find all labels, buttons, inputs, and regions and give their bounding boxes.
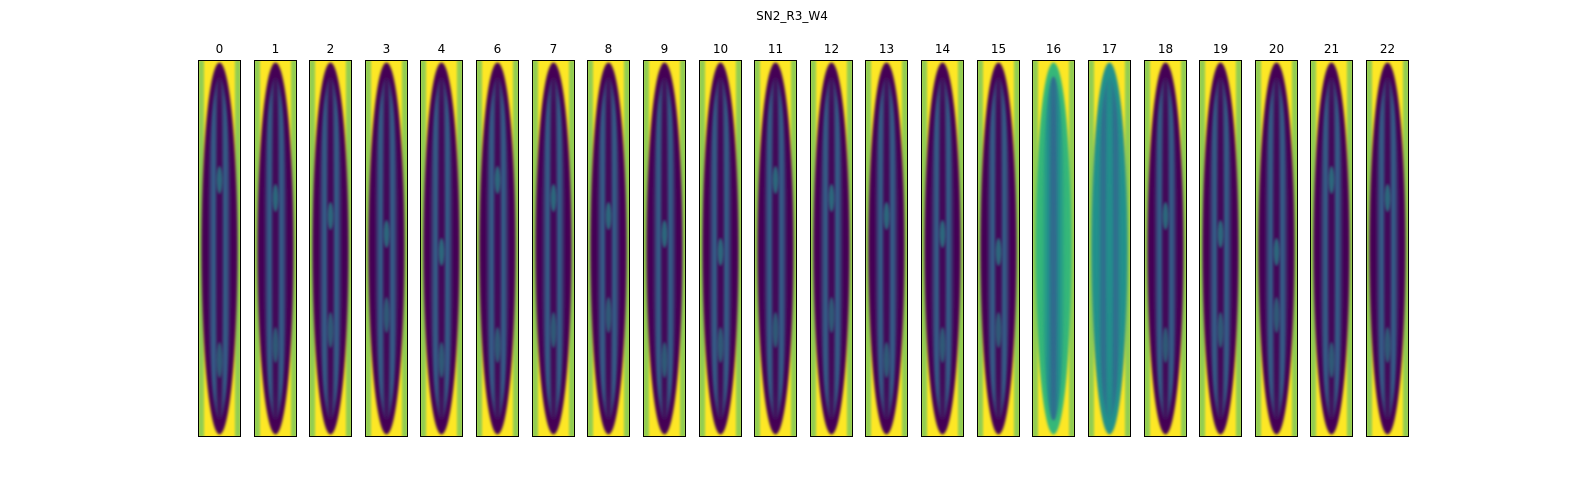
panel-frame — [699, 60, 742, 437]
panel-label: 7 — [522, 42, 585, 56]
panel-label: 6 — [466, 42, 529, 56]
panel-frame — [1032, 60, 1075, 437]
panel-label: 14 — [911, 42, 974, 56]
panel-frame — [1366, 60, 1409, 437]
panel-label: 0 — [188, 42, 251, 56]
image-panel: 14 — [921, 60, 964, 437]
image-panel: 11 — [754, 60, 797, 437]
image-panel: 8 — [587, 60, 630, 437]
image-panel: 7 — [532, 60, 575, 437]
image-panel: 16 — [1032, 60, 1075, 437]
image-panel: 3 — [365, 60, 408, 437]
panel-label: 4 — [410, 42, 473, 56]
image-panel: 20 — [1255, 60, 1298, 437]
image-panel: 4 — [420, 60, 463, 437]
panel-frame — [810, 60, 853, 437]
panel-frame — [587, 60, 630, 437]
image-panel: 15 — [977, 60, 1020, 437]
panel-label: 8 — [577, 42, 640, 56]
panel-frame — [365, 60, 408, 437]
panel-frame — [865, 60, 908, 437]
panel-frame — [977, 60, 1020, 437]
panel-label: 2 — [299, 42, 362, 56]
panel-label: 11 — [744, 42, 807, 56]
panel-label: 19 — [1189, 42, 1252, 56]
image-panel: 22 — [1366, 60, 1409, 437]
panel-label: 15 — [967, 42, 1030, 56]
panel-label: 10 — [689, 42, 752, 56]
panel-label: 18 — [1134, 42, 1197, 56]
panel-frame — [254, 60, 297, 437]
panel-frame — [1255, 60, 1298, 437]
panel-frame — [309, 60, 352, 437]
panel-frame — [1088, 60, 1131, 437]
panel-frame — [1144, 60, 1187, 437]
panel-label: 9 — [633, 42, 696, 56]
image-panel: 13 — [865, 60, 908, 437]
panel-frame — [198, 60, 241, 437]
image-panel: 10 — [699, 60, 742, 437]
panel-frame — [476, 60, 519, 437]
panel-frame — [420, 60, 463, 437]
image-panel: 19 — [1199, 60, 1242, 437]
image-panel: 21 — [1310, 60, 1353, 437]
panel-frame — [1310, 60, 1353, 437]
panel-frame — [754, 60, 797, 437]
image-panel: 2 — [309, 60, 352, 437]
panel-label: 13 — [855, 42, 918, 56]
image-panel: 6 — [476, 60, 519, 437]
image-panel: 12 — [810, 60, 853, 437]
panel-label: 3 — [355, 42, 418, 56]
image-panel: 17 — [1088, 60, 1131, 437]
image-panel: 1 — [254, 60, 297, 437]
panel-label: 1 — [244, 42, 307, 56]
panel-frame — [643, 60, 686, 437]
panel-label: 16 — [1022, 42, 1085, 56]
panel-label: 21 — [1300, 42, 1363, 56]
panel-label: 17 — [1078, 42, 1141, 56]
panel-frame — [1199, 60, 1242, 437]
panel-frame — [921, 60, 964, 437]
panel-label: 12 — [800, 42, 863, 56]
panel-label: 22 — [1356, 42, 1419, 56]
panel-label: 20 — [1245, 42, 1308, 56]
image-panel: 9 — [643, 60, 686, 437]
image-panel: 18 — [1144, 60, 1187, 437]
image-panel: 0 — [198, 60, 241, 437]
panel-frame — [532, 60, 575, 437]
